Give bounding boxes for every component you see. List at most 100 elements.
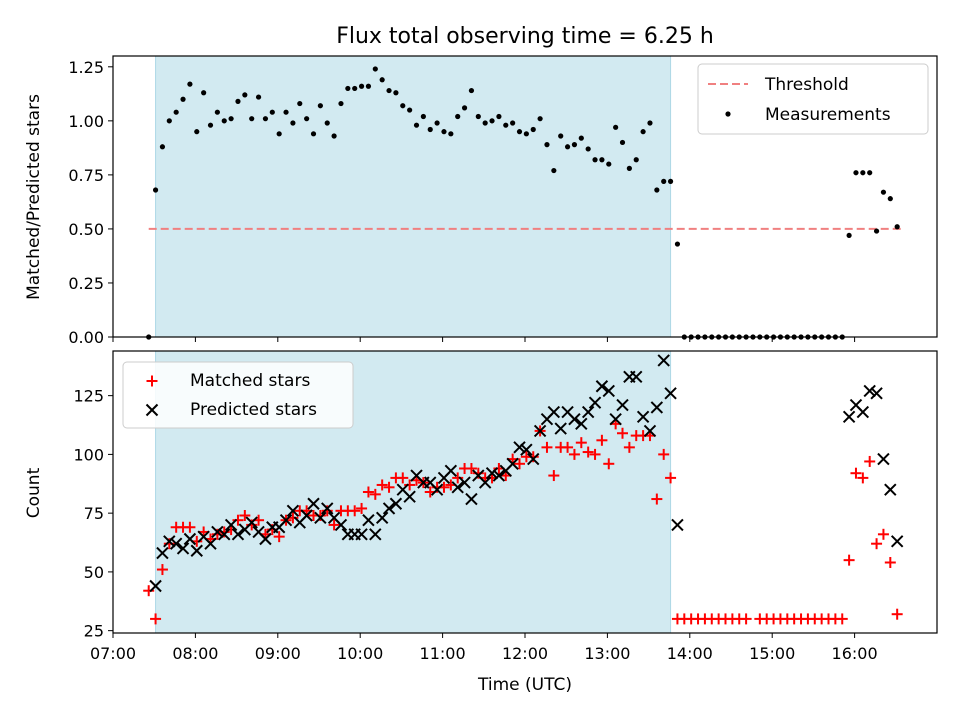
measurement-point: [475, 113, 481, 120]
matched-point: [575, 437, 587, 449]
measurement-point: [434, 120, 440, 126]
bottom-x-tick-label: 14:00: [667, 644, 713, 663]
top-y-tick-label: 0.50: [68, 220, 104, 239]
predicted-point: [403, 490, 416, 503]
measurement-point: [269, 109, 275, 115]
measurement-point: [667, 178, 674, 184]
measurement-point: [633, 157, 639, 163]
matched-point: [143, 585, 155, 597]
measurement-point: [365, 83, 372, 89]
predicted-point: [307, 497, 320, 510]
matched-point: [603, 458, 615, 470]
predicted-point: [190, 544, 203, 557]
matched-point: [596, 434, 608, 446]
chart-title: Flux total observing time = 6.25 h: [336, 24, 714, 49]
bottom-x-tick-label: 15:00: [749, 644, 795, 663]
measurement-point: [180, 96, 186, 102]
measurement-point: [235, 98, 241, 104]
bottom-x-tick-label: 10:00: [337, 644, 383, 663]
measurement-point: [310, 131, 317, 137]
predicted-point: [609, 412, 622, 426]
predicted-point: [547, 405, 561, 419]
matched-point: [857, 472, 869, 484]
measurement-point: [887, 196, 893, 202]
measurement-point: [407, 107, 413, 113]
predicted-point: [224, 518, 238, 532]
measurement-point: [159, 144, 166, 150]
bottom-x-tick-label: 13:00: [584, 644, 630, 663]
measurement-point: [853, 170, 859, 176]
predicted-point: [355, 528, 368, 541]
measurement-point: [166, 118, 172, 124]
predicted-point: [575, 417, 588, 431]
measurement-point: [262, 116, 269, 122]
predicted-point: [513, 441, 526, 454]
measurement-point: [544, 142, 550, 148]
legend-predicted-swatch: [145, 403, 159, 417]
predicted-point: [183, 532, 197, 546]
predicted-point: [369, 528, 382, 541]
bottom-y-tick-label: 125: [73, 387, 104, 406]
predicted-point: [554, 422, 567, 435]
matched-point: [884, 557, 896, 568]
measurement-point: [304, 116, 310, 122]
predicted-point: [595, 380, 609, 393]
predicted-point: [163, 535, 176, 548]
measurement-point: [626, 165, 632, 171]
measurement-point: [276, 131, 282, 137]
measurement-point: [510, 120, 516, 126]
measurement-point: [461, 105, 468, 111]
top-y-tick-label: 0.00: [68, 328, 104, 347]
matched-point: [328, 519, 340, 531]
matched-point: [836, 613, 848, 625]
measurement-point: [393, 90, 399, 96]
measurement-point: [324, 120, 330, 126]
measurement-point: [613, 124, 619, 130]
legend-threshold-label: Threshold: [764, 75, 849, 95]
predicted-point: [650, 401, 664, 414]
matched-point: [184, 521, 196, 533]
predicted-point: [856, 405, 870, 419]
matched-point: [589, 448, 601, 460]
measurement-point: [571, 142, 578, 148]
matched-point: [541, 441, 553, 453]
measurement-point: [880, 189, 887, 195]
predicted-point: [156, 546, 169, 560]
matched-point: [362, 486, 374, 498]
matched-point: [404, 479, 416, 491]
predicted-point: [451, 481, 464, 494]
predicted-point: [890, 535, 904, 548]
matched-point: [864, 455, 876, 467]
predicted-point: [321, 502, 334, 515]
predicted-point: [581, 405, 595, 419]
measurement-point: [331, 133, 337, 139]
predicted-point: [279, 513, 293, 527]
measurement-point: [173, 109, 179, 115]
predicted-point: [884, 483, 897, 496]
predicted-point: [636, 410, 650, 424]
bottom-x-tick-label: 09:00: [255, 644, 301, 663]
matched-point: [150, 613, 162, 625]
measurement-point: [661, 178, 667, 184]
predicted-point: [149, 579, 162, 593]
measurement-point: [201, 90, 207, 96]
legend-measurements-label: Measurements: [765, 105, 891, 125]
matched-point: [617, 427, 629, 439]
measurement-point: [619, 139, 626, 146]
matched-point: [397, 472, 409, 484]
matched-point: [452, 472, 464, 484]
top-y-tick-label: 1.25: [68, 58, 104, 77]
measurement-point: [358, 83, 365, 89]
predicted-point: [478, 476, 492, 489]
measurement-point: [640, 129, 646, 135]
bottom-x-tick-label: 16:00: [832, 644, 878, 663]
measurement-point: [551, 167, 557, 174]
measurement-point: [207, 122, 214, 128]
measurement-point: [654, 187, 660, 193]
measurement-point: [606, 161, 612, 167]
predicted-point: [314, 511, 327, 525]
bottom-legend: Matched stars Predicted stars: [122, 361, 354, 429]
predicted-point: [602, 384, 615, 398]
measurement-point: [255, 94, 262, 100]
